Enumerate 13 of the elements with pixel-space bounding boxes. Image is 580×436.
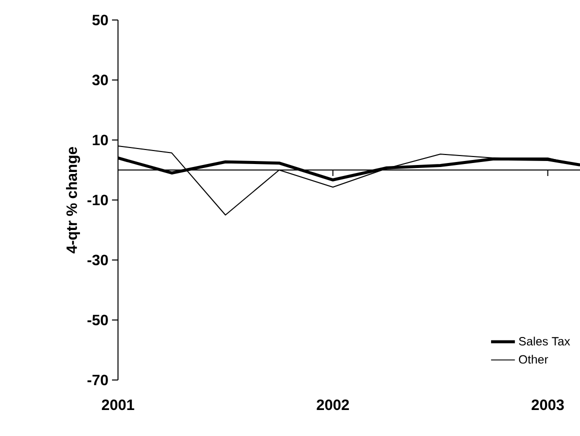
y-tick-label: -70 [87,374,108,386]
x-tick-label: 2001 [102,400,134,410]
legend-label: Sales Tax [518,336,570,346]
y-axis-title: 4-qtr % change [66,146,80,254]
y-tick-label: -50 [87,314,108,326]
y-tick-label: 10 [92,134,108,146]
y-tick-label: -10 [87,194,108,206]
x-tick-label: 2002 [316,400,349,410]
y-tick-label: 30 [92,74,108,86]
y-tick-label: -30 [87,254,108,266]
y-tick-label: 50 [92,14,108,26]
legend-label: Other [518,354,548,364]
x-tick-label: 2003 [532,400,564,410]
